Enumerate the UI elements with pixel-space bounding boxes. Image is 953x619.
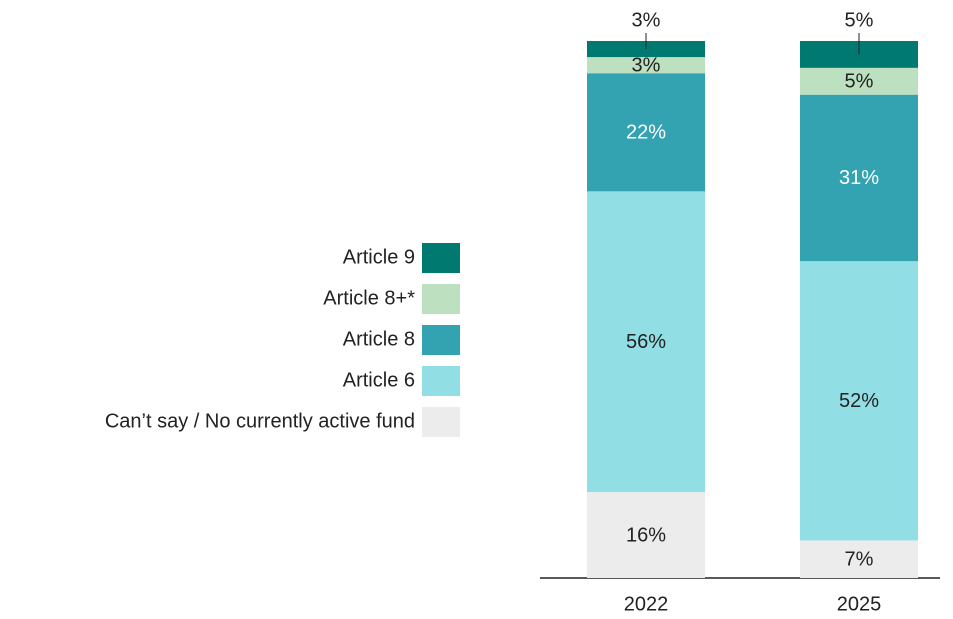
legend-swatch [422,407,460,437]
bar-segment [587,492,705,578]
bar-segment [800,261,918,541]
value-label: 56% [626,331,666,353]
legend-swatch [422,284,460,314]
value-label: 16% [626,524,666,546]
x-tick-label: 2025 [837,593,882,615]
value-label: 5% [845,9,874,31]
bar-segment [800,94,918,262]
bar-segment [587,191,705,493]
legend-label: Article 8+* [323,287,415,309]
value-label: 31% [839,167,879,189]
legend-label: Article 9 [343,246,415,268]
legend-swatch [422,243,460,273]
legend-label: Can’t say / No currently active fund [105,410,415,432]
value-label: 7% [845,548,874,570]
legend-swatch [422,366,460,396]
bar-segment [800,67,918,95]
value-label: 5% [845,71,874,93]
bar-segment [587,57,705,74]
legend-label: Article 6 [343,369,415,391]
bar-segment [587,73,705,192]
x-tick-label: 2022 [624,593,669,615]
value-label: 22% [626,122,666,144]
bar-segment [800,540,918,578]
value-label: 52% [839,390,879,412]
legend-swatch [422,325,460,355]
value-label: 3% [632,9,661,31]
legend-label: Article 8 [343,328,415,350]
value-label: 3% [632,54,661,76]
